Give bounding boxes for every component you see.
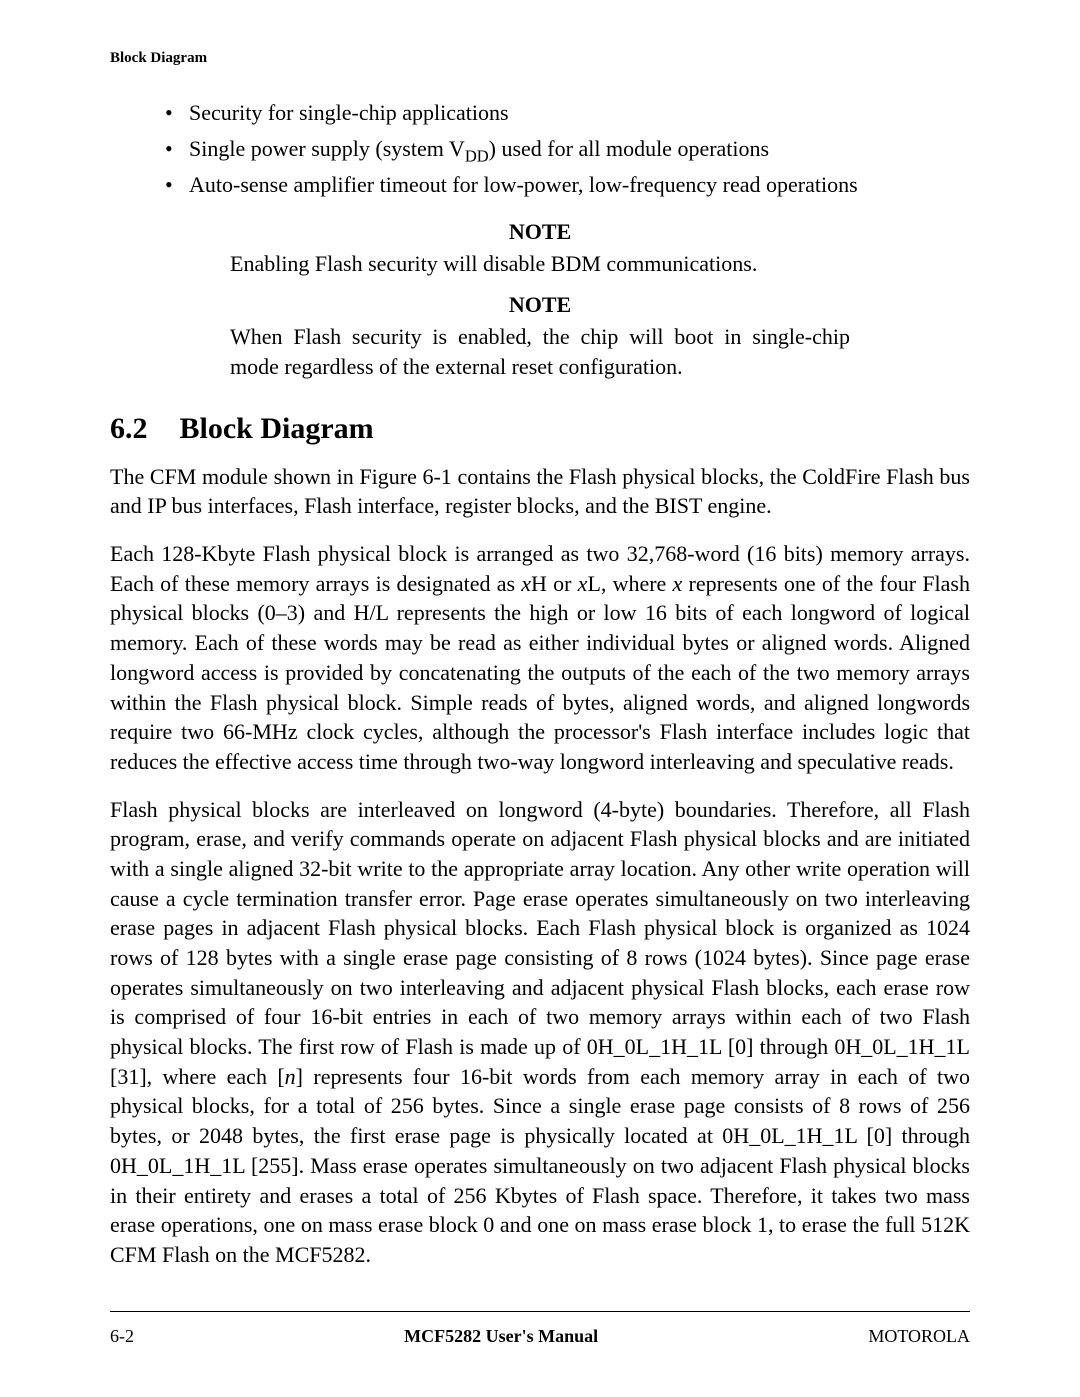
note-block: NOTE Enabling Flash security will disabl…: [110, 219, 970, 279]
footer-manual-title: MCF5282 User's Manual: [404, 1326, 598, 1347]
italic-var: x: [578, 571, 588, 596]
section-heading: 6.2 Block Diagram: [110, 412, 970, 446]
feature-item: Security for single-chip applications: [165, 97, 970, 129]
note-heading: NOTE: [110, 292, 970, 318]
footer-rule: [110, 1311, 970, 1312]
footer-company: MOTOROLA: [868, 1326, 970, 1347]
section-number: 6.2: [110, 412, 148, 446]
body-paragraph: Each 128-Kbyte Flash physical block is a…: [110, 539, 970, 777]
page-content: Block Diagram Security for single-chip a…: [0, 0, 1080, 1328]
italic-var: n: [285, 1064, 296, 1089]
note-heading: NOTE: [110, 219, 970, 245]
note-block: NOTE When Flash security is enabled, the…: [110, 292, 970, 381]
feature-item-text: Single power supply (system V: [189, 136, 465, 161]
subscript: DD: [465, 146, 489, 165]
note-body: When Flash security is enabled, the chip…: [230, 322, 850, 381]
note-body: Enabling Flash security will disable BDM…: [230, 249, 850, 279]
footer-row: 6-2 MCF5282 User's Manual MOTOROLA: [110, 1326, 970, 1347]
text-run: Flash physical blocks are interleaved on…: [110, 797, 970, 1089]
italic-var: x: [673, 571, 683, 596]
text-run: L, where: [587, 571, 672, 596]
running-header: Block Diagram: [110, 50, 970, 67]
feature-item-text: ) used for all module operations: [489, 136, 769, 161]
footer-page-number: 6-2: [110, 1326, 134, 1347]
feature-bullet-list: Security for single-chip applications Si…: [110, 97, 970, 201]
text-run: ] represents four 16-bit words from each…: [110, 1064, 970, 1267]
body-paragraph: Flash physical blocks are interleaved on…: [110, 795, 970, 1270]
section-title: Block Diagram: [180, 412, 374, 445]
text-run: represents one of the four Flash physica…: [110, 571, 970, 774]
body-paragraph: The CFM module shown in Figure 6-1 conta…: [110, 462, 970, 521]
feature-item: Single power supply (system VDD) used fo…: [165, 133, 970, 165]
page-footer: 6-2 MCF5282 User's Manual MOTOROLA: [110, 1311, 970, 1347]
italic-var: x: [521, 571, 531, 596]
feature-item: Auto-sense amplifier timeout for low-pow…: [165, 169, 970, 201]
text-run: H or: [531, 571, 578, 596]
